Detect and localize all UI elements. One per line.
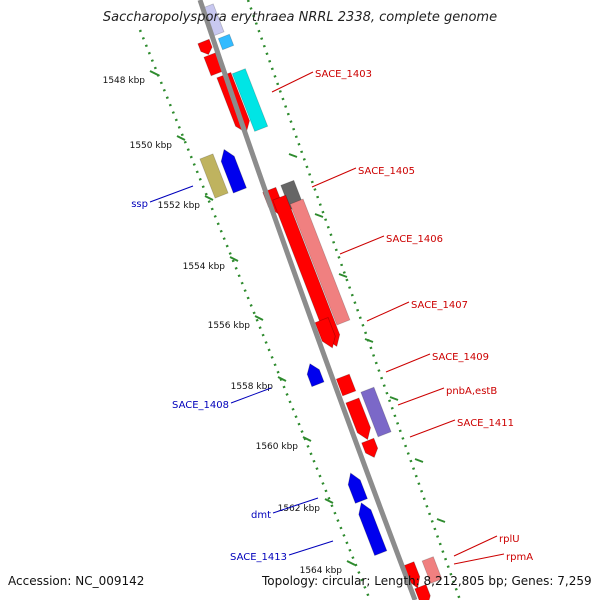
tick-mark — [436, 518, 446, 523]
tick-label: 1550 kbp — [130, 141, 173, 151]
tick-ring-inner — [138, 29, 372, 600]
gene-label-sace-1413[interactable]: SACE_1413 — [230, 552, 287, 563]
label-leader-line — [339, 235, 385, 255]
tick-mark — [364, 338, 374, 343]
label-leader-line — [272, 497, 319, 514]
tick-mark — [324, 498, 334, 504]
tick-mark — [229, 256, 239, 262]
forward-gene-arrow[interactable] — [345, 397, 371, 441]
gene-label-ssp[interactable]: ssp — [131, 199, 148, 210]
feature-block[interactable] — [231, 68, 269, 132]
gene-label-sace-1405[interactable]: SACE_1405 — [358, 166, 415, 177]
gene-label-sace-1411[interactable]: SACE_1411 — [457, 418, 514, 429]
tick-mark — [414, 458, 424, 463]
gene-label-sace-1407[interactable]: SACE_1407 — [411, 300, 468, 311]
reverse-gene-arrow[interactable] — [358, 502, 388, 557]
label-leader-line — [230, 387, 272, 404]
label-leader-line — [311, 167, 357, 188]
tick-label: 1552 kbp — [158, 201, 201, 211]
label-leader-line — [409, 419, 456, 438]
genome-summary-text: Topology: circular; Length: 8,212,805 bp… — [262, 574, 592, 588]
label-leader-line — [288, 540, 334, 556]
feature-block[interactable] — [199, 153, 229, 199]
label-leader-line — [385, 353, 431, 373]
tick-label: 1548 kbp — [103, 76, 146, 86]
gene-label-rplu[interactable]: rplU — [499, 534, 520, 545]
gene-label-sace-1406[interactable]: SACE_1406 — [386, 234, 443, 245]
backbone-line — [197, 0, 418, 600]
tick-mark — [288, 153, 298, 158]
feature-block[interactable] — [217, 33, 235, 51]
label-leader-line — [453, 553, 505, 565]
feature-block[interactable] — [421, 556, 443, 584]
tick-mark — [302, 436, 312, 442]
feature-block[interactable] — [360, 386, 392, 438]
feature-block[interactable] — [335, 373, 357, 397]
label-leader-line — [397, 387, 445, 406]
reverse-gene-arrow[interactable] — [220, 148, 247, 194]
accession-text: Accession: NC_009142 — [8, 574, 145, 588]
tick-mark — [204, 195, 214, 201]
gene-label-sace-1408[interactable]: SACE_1408 — [172, 400, 229, 411]
tick-mark — [149, 70, 159, 76]
tick-label: 1560 kbp — [256, 442, 299, 452]
tick-mark — [277, 376, 287, 382]
gene-label-sace-1409[interactable]: SACE_1409 — [432, 352, 489, 363]
tick-mark — [176, 135, 186, 141]
forward-gene-arrow[interactable] — [314, 316, 336, 349]
tick-label: 1556 kbp — [208, 321, 251, 331]
tick-label: 1558 kbp — [231, 382, 274, 392]
reverse-gene-arrow[interactable] — [306, 363, 325, 388]
backbone — [197, 0, 418, 600]
gene-label-sace-1403[interactable]: SACE_1403 — [315, 69, 372, 80]
gene-label-dmt[interactable]: dmt — [251, 510, 271, 521]
tick-label: 1554 kbp — [183, 262, 226, 272]
tick-mark — [338, 273, 348, 278]
label-leader-line — [149, 185, 194, 203]
label-leader-line — [366, 301, 410, 322]
forward-gene-arrow[interactable] — [197, 38, 213, 56]
feature-block[interactable] — [289, 198, 351, 326]
tick-label: 1562 kbp — [278, 504, 321, 514]
tick-mark — [254, 315, 264, 321]
label-leader-line — [271, 71, 314, 93]
label-leader-line — [453, 535, 498, 557]
tick-mark — [346, 560, 356, 566]
forward-gene-arrow[interactable] — [414, 583, 431, 600]
gene-label-rpma[interactable]: rpmA — [506, 552, 533, 563]
label-layer: SACE_1403 SACE_1405 SACE_1406 SACE_1407 SACE… — [131, 69, 533, 565]
gene-label-pnba-estb[interactable]: pnbA,estB — [446, 386, 497, 397]
tick-label: 1564 kbp — [300, 566, 343, 576]
map-title: Saccharopolyspora erythraea NRRL 2338, c… — [102, 10, 498, 25]
reverse-gene-arrow[interactable] — [347, 472, 368, 504]
tick-mark — [389, 396, 399, 401]
tick-ring: 1548 kbp 1550 kbp 1552 kbp 1554 kbp 1556 kbp… — [103, 0, 462, 600]
tick-mark — [314, 213, 324, 218]
forward-gene-arrow[interactable] — [361, 437, 379, 458]
